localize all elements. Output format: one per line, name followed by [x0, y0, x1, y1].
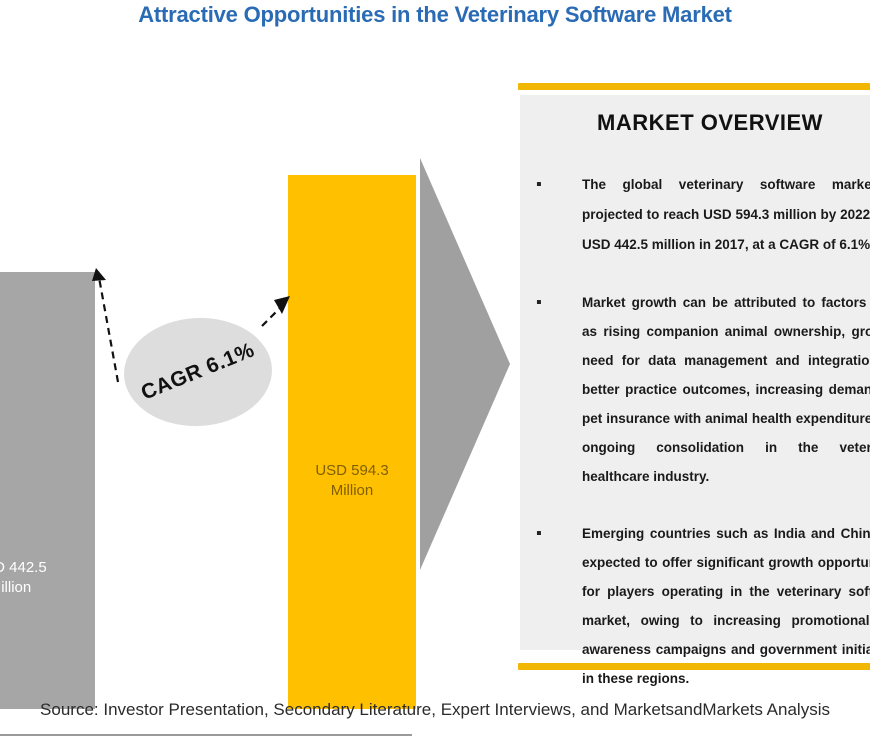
list-item: ▪ The global veterinary software market … — [536, 170, 870, 260]
bullet-text: Market growth can be attributed to facto… — [582, 295, 870, 484]
bar-2017-unit: Million — [0, 579, 32, 596]
bar-2017-value: USD 442.5 — [0, 559, 47, 576]
x-tick-2022: 2022 — [288, 742, 416, 744]
cagr-label: CAGR 6.1% — [137, 338, 258, 405]
bar-2022: USD 594.3 Million — [288, 175, 416, 709]
panel-accent-bar-top — [518, 83, 870, 90]
bullet-icon: ▪ — [536, 176, 542, 193]
source-note: Source: Investor Presentation, Secondary… — [40, 700, 830, 719]
bar-2022-unit: Million — [330, 482, 374, 499]
page-title: Attractive Opportunities in the Veterina… — [138, 2, 732, 27]
bar-2022-label: USD 594.3 Million — [288, 461, 416, 501]
bullet-text: Emerging countries such as India and Chi… — [582, 526, 870, 686]
bullet-icon: ▪ — [536, 525, 542, 542]
bar-2022-value: USD 594.3 — [315, 462, 389, 479]
x-tick-2017: 2017 — [0, 742, 83, 744]
panel-accent-bar-bottom — [518, 663, 870, 670]
market-overview-panel — [520, 95, 870, 650]
list-item: ▪ Emerging countries such as India and C… — [536, 519, 870, 693]
bullet-text: The global veterinary software market is… — [582, 177, 870, 252]
bar-chart: USD 442.5 Million USD 594.3 Million 2017… — [0, 150, 440, 744]
panel-bullet-list: ▪ The global veterinary software market … — [536, 170, 870, 721]
x-axis-line — [0, 734, 412, 736]
bar-2017-label: USD 442.5 Million — [0, 558, 95, 598]
bullet-icon: ▪ — [536, 294, 542, 311]
bar-2017: USD 442.5 Million — [0, 272, 95, 709]
chevron-right-icon — [420, 158, 510, 570]
list-item: ▪ Market growth can be attributed to fac… — [536, 288, 870, 491]
panel-heading: MARKET OVERVIEW — [597, 110, 823, 135]
